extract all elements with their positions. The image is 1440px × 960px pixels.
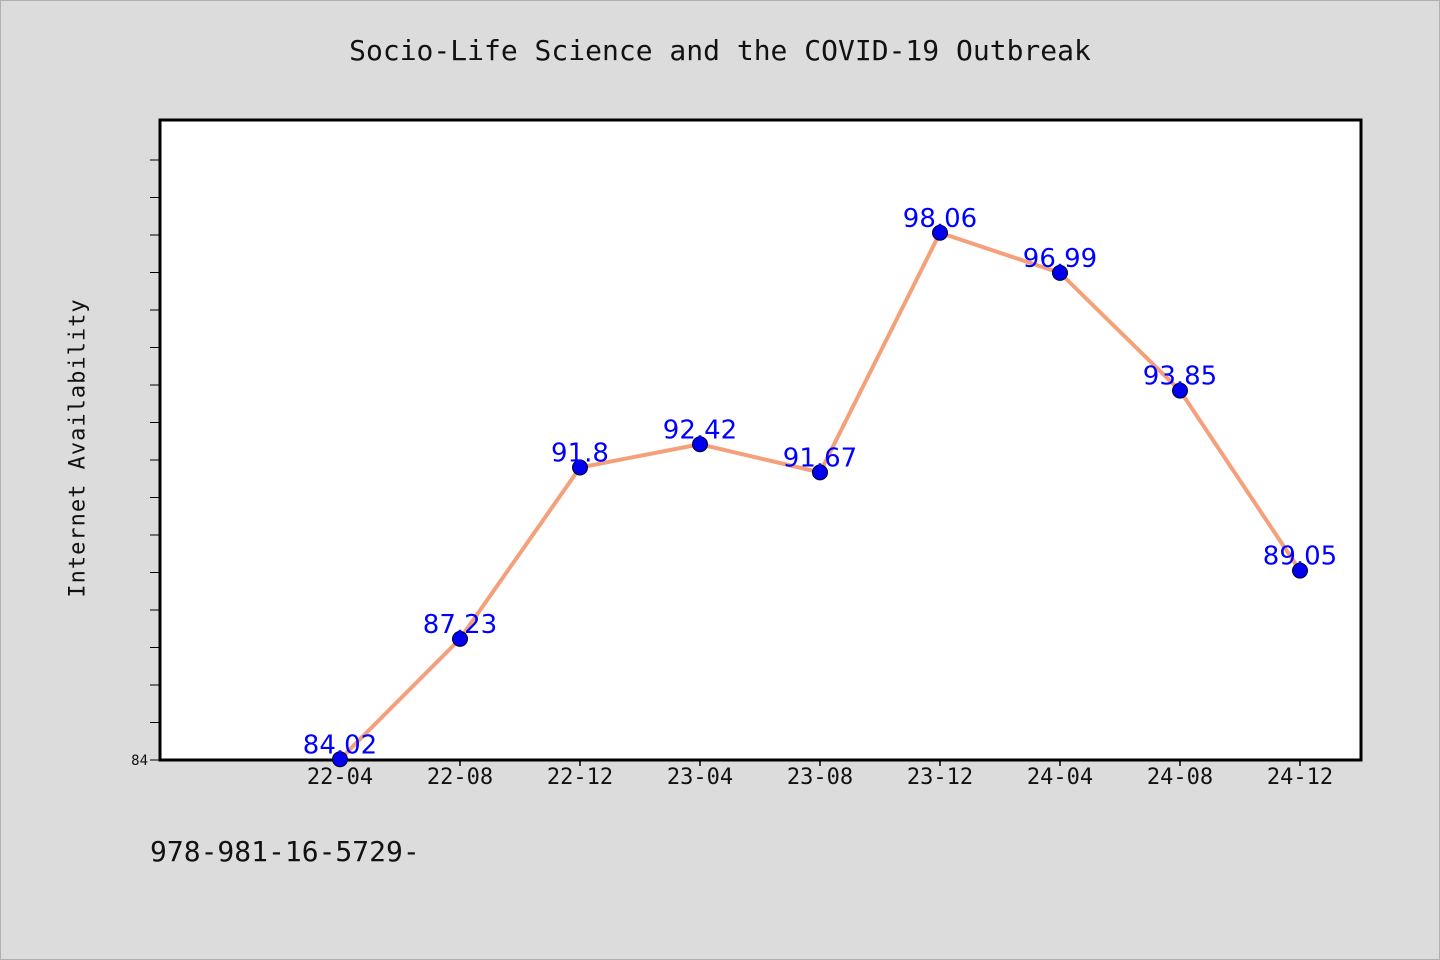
data-point [1292, 562, 1308, 579]
data-label: 84.02 [303, 730, 377, 760]
x-tick-label: 22-04 [307, 765, 373, 790]
data-label: 93.85 [1143, 362, 1217, 392]
data-label: 89.05 [1263, 542, 1337, 572]
data-label: 87.23 [423, 610, 497, 640]
data-point [332, 751, 348, 768]
data-label: 98.06 [903, 204, 977, 234]
x-tick-label: 23-04 [667, 765, 733, 790]
data-point [572, 459, 588, 476]
chart-title: Socio-Life Science and the COVID-19 Outb… [349, 34, 1091, 67]
x-tick-label: 24-12 [1267, 765, 1333, 790]
data-label: 92.42 [663, 415, 737, 445]
y-tick-label: 84 [131, 753, 148, 769]
data-point [1172, 382, 1188, 399]
data-point [1052, 264, 1068, 281]
data-point [692, 436, 708, 453]
x-tick-label: 24-08 [1147, 765, 1213, 790]
x-tick-label: 24-04 [1027, 765, 1093, 790]
x-tick-label: 22-08 [427, 765, 493, 790]
data-point [812, 464, 828, 481]
x-tick-label: 23-08 [787, 765, 853, 790]
data-label: 91.67 [783, 443, 857, 473]
data-point [932, 224, 948, 241]
x-tick-label: 23-12 [907, 765, 973, 790]
data-label: 96.99 [1023, 244, 1097, 274]
data-label: 91.8 [551, 439, 609, 469]
x-tick-label: 22-12 [547, 765, 613, 790]
plot-area [158, 118, 1363, 762]
data-point [452, 630, 468, 647]
footer-note: 978-981-16-5729- [150, 835, 420, 868]
